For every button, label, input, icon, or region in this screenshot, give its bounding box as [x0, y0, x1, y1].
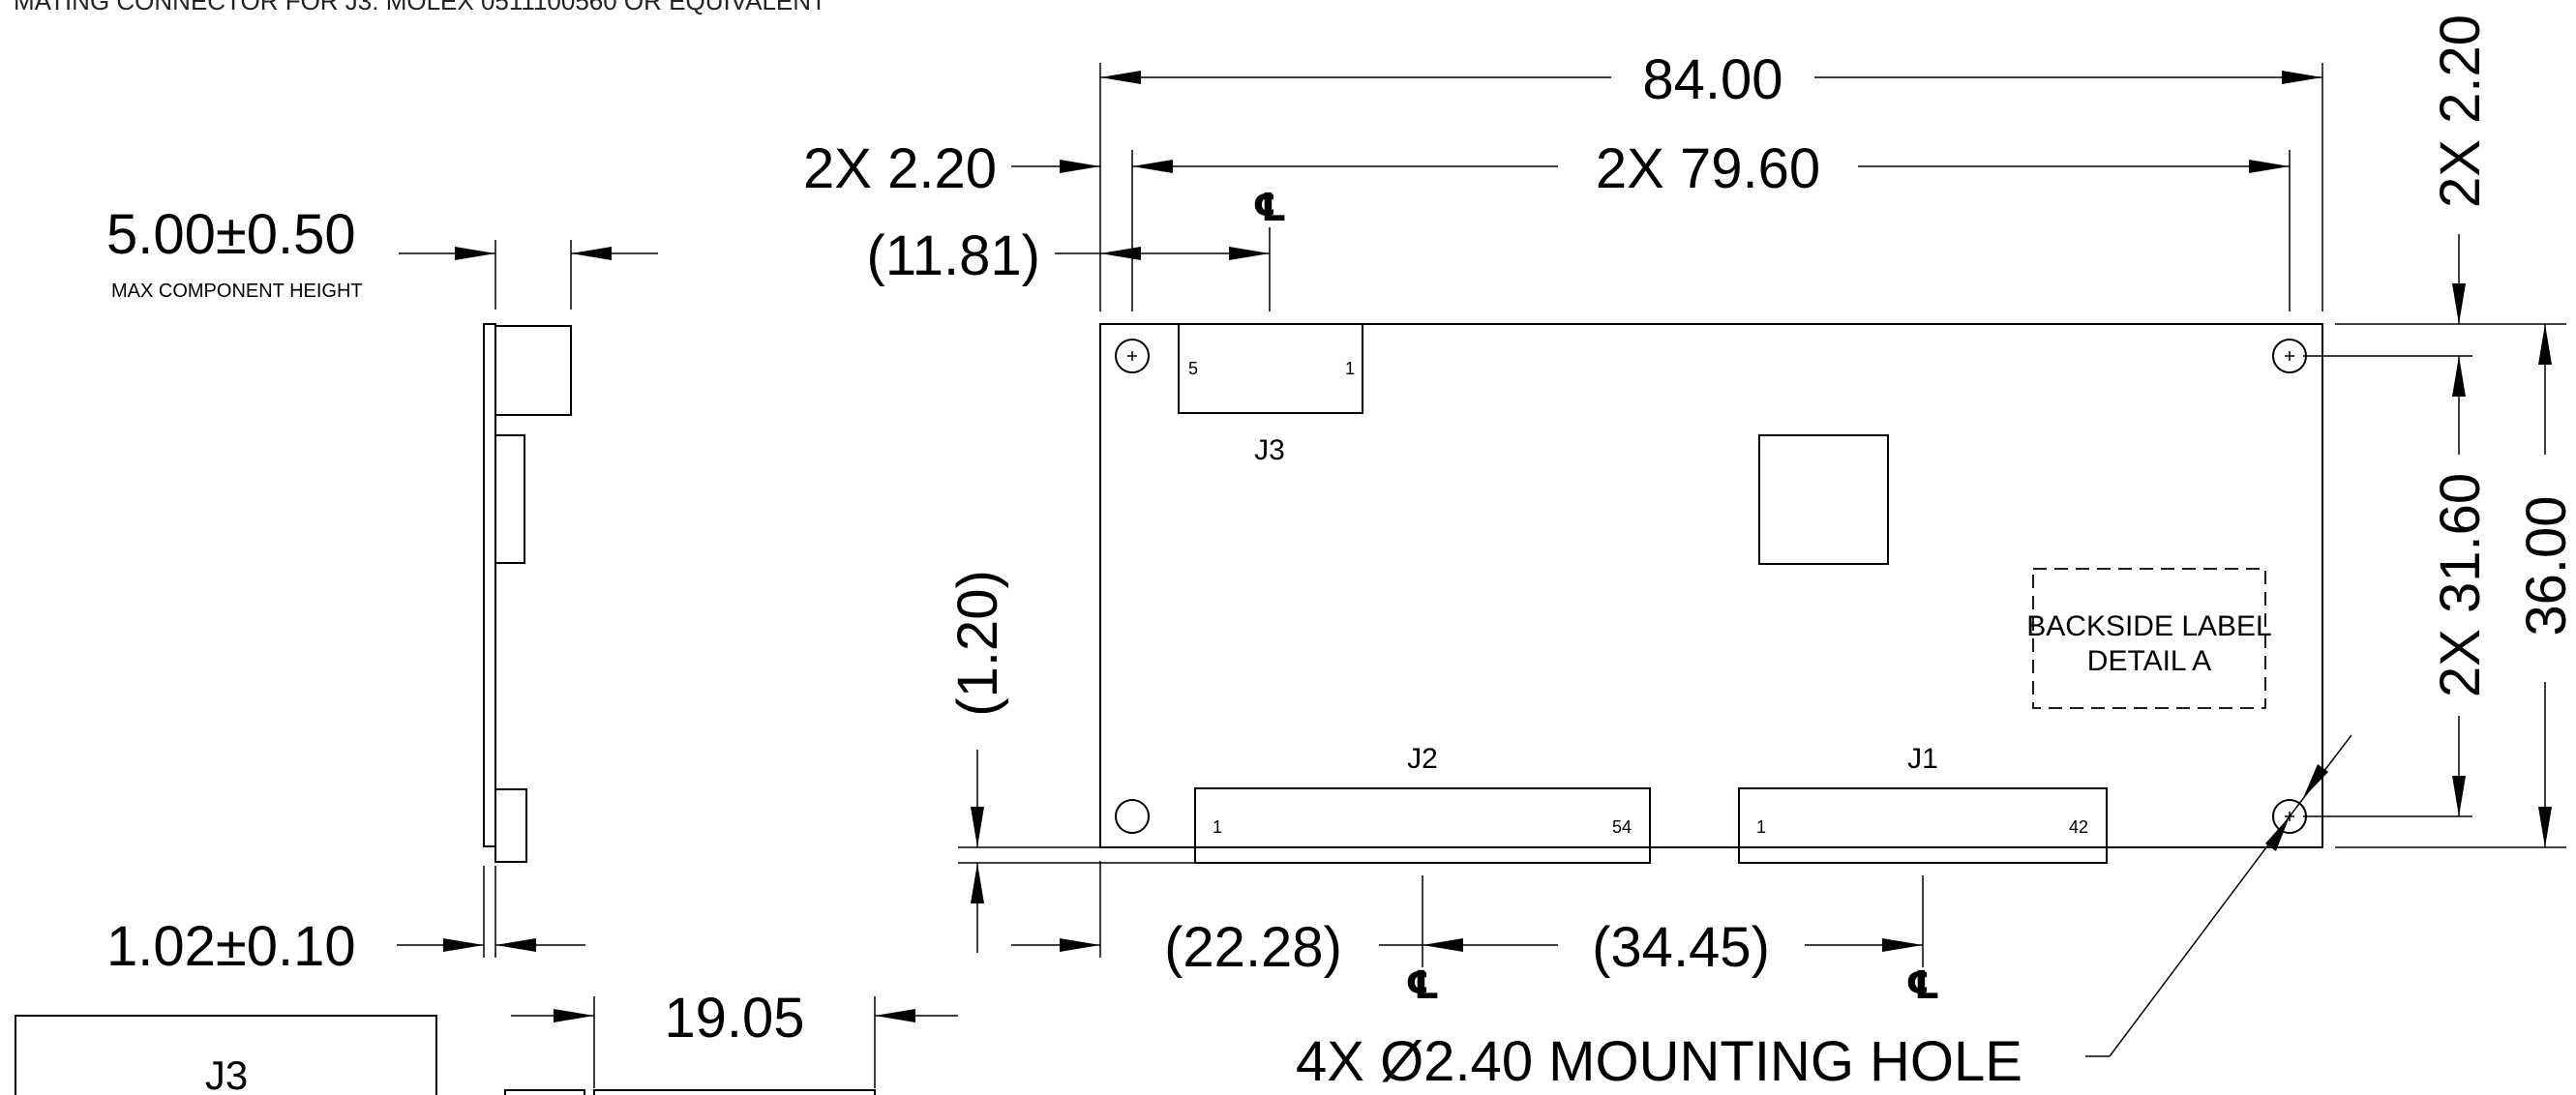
side-component-mid — [494, 434, 525, 564]
mounting-hole-bottom-left — [1115, 799, 1150, 834]
j2-pin-first: 1 — [1213, 817, 1222, 837]
side-view: 5.00±0.50 MAX COMPONENT HEIGHT 1.02±0.10 — [106, 203, 658, 978]
connector-detail: J3 19.05 — [15, 987, 958, 1095]
backside-label-area — [2032, 568, 2266, 709]
hole-vertical-offset-dimension: 2X 2.20 — [2429, 15, 2492, 208]
bottom-dimensions: (1.20) (22.28) (34.45) ℄ ℄ 4X Ø2.40 MOUN… — [946, 570, 2352, 1093]
hole-offset-dimension: 2X 2.20 — [803, 137, 997, 200]
connector-j1: 1 42 J1 — [1738, 743, 2108, 864]
j3-name: J3 — [1254, 434, 1285, 466]
connector-offset-dimension: (1.20) — [946, 570, 1009, 717]
backside-label-line2: DETAIL A — [2087, 645, 2211, 677]
backside-label-line1: BACKSIDE LABEL — [2026, 610, 2271, 642]
j1-j2-spacing-dimension: (34.45) — [1592, 916, 1770, 979]
j1-name: J1 — [1907, 743, 1938, 775]
j3-pin-last: 1 — [1345, 359, 1355, 378]
side-pcb — [483, 323, 496, 847]
j3-pin-first: 5 — [1188, 359, 1198, 378]
connector-j2: 1 54 J2 — [1194, 743, 1651, 864]
j3-body — [1178, 323, 1363, 414]
detail-connector-outline — [15, 1015, 437, 1095]
mounting-hole-top-left — [1115, 339, 1150, 373]
board-top-view: BACKSIDE LABEL DETAIL A 5 1 J3 1 54 J2 1… — [1099, 323, 2323, 864]
j1-body — [1738, 787, 2108, 864]
thickness-dimension: 1.02±0.10 — [106, 915, 356, 978]
j2-center-offset-dimension: (22.28) — [1164, 916, 1342, 979]
mounting-hole-callout: 4X Ø2.40 MOUNTING HOLE — [1296, 1030, 2022, 1093]
j1-centerline-symbol: ℄ — [1905, 964, 1940, 1007]
side-component-top — [494, 325, 572, 416]
j2-name: J2 — [1407, 743, 1438, 775]
top-note: MATING CONNECTOR FOR J3: MOLEX 051110056… — [14, 0, 826, 15]
j2-pin-last: 54 — [1612, 817, 1632, 837]
pcb-outline — [1099, 323, 2323, 848]
overall-height-dimension: 36.00 — [2515, 495, 2576, 636]
ic-chip — [1758, 434, 1889, 565]
j3-offset-dimension: (11.81) — [867, 224, 1040, 287]
j2-centerline-symbol: ℄ — [1405, 964, 1440, 1007]
j3-centerline-symbol: ℄ — [1252, 187, 1287, 229]
hole-vertical-spacing-dimension: 2X 31.60 — [2429, 473, 2492, 697]
connector-j3: 5 1 J3 — [1178, 323, 1363, 466]
j2-body — [1194, 787, 1651, 864]
hole-spacing-dimension: 2X 79.60 — [1596, 137, 1820, 200]
detail-connector-body — [504, 1089, 585, 1095]
height-dimension: 5.00±0.50 — [106, 203, 356, 266]
j1-pin-last: 42 — [2069, 817, 2088, 837]
detail-connector-name: J3 — [205, 1052, 248, 1095]
side-component-bottom — [494, 788, 527, 863]
top-dimensions: 84.00 2X 2.20 2X 79.60 (11.81) ℄ — [803, 48, 2323, 311]
j1-pin-first: 1 — [1756, 817, 1766, 837]
detail-connector-body-2 — [593, 1089, 876, 1095]
overall-width-dimension: 84.00 — [1642, 48, 1782, 111]
right-dimensions: 2X 2.20 2X 31.60 36.00 — [2303, 15, 2576, 848]
detail-width-dimension: 19.05 — [664, 987, 804, 1050]
max-component-height-note: MAX COMPONENT HEIGHT — [111, 281, 363, 302]
